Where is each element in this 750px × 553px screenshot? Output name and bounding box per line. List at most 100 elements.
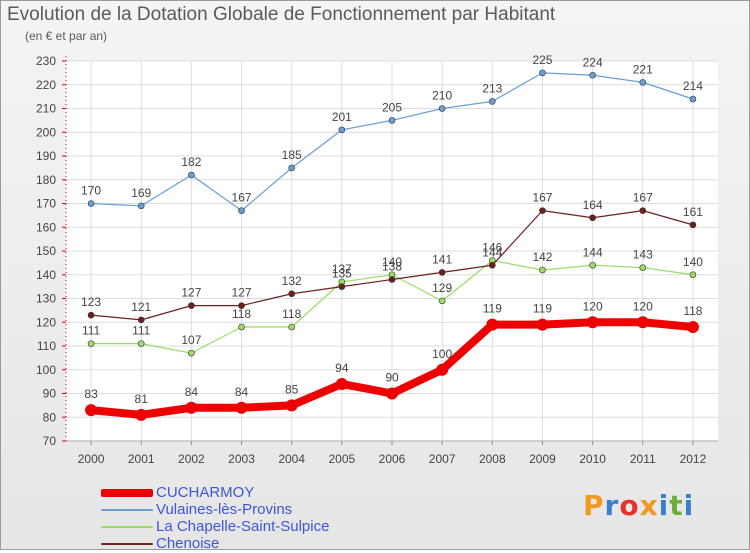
data-point	[388, 276, 396, 283]
data-point	[238, 302, 245, 309]
data-label: 84	[185, 385, 199, 399]
y-tick-label: 220	[36, 78, 56, 92]
data-point	[539, 266, 546, 274]
series-chenoise: 123 121 127 127 132 135 138 141 144 167 164 167 161	[81, 191, 703, 324]
data-point	[589, 71, 596, 79]
data-label: 138	[382, 260, 402, 274]
x-tick-label: 2002	[178, 452, 205, 466]
data-label: 167	[232, 191, 252, 205]
data-label: 119	[533, 302, 552, 316]
data-label: 146	[482, 241, 502, 255]
data-label: 118	[232, 307, 251, 321]
data-label: 141	[432, 252, 452, 266]
data-label: 213	[482, 81, 502, 95]
data-label: 120	[583, 299, 603, 313]
legend-swatch	[101, 543, 153, 545]
legend-swatch	[101, 526, 153, 528]
x-tick-label: 2006	[379, 452, 406, 466]
data-point	[438, 105, 446, 112]
data-label: 221	[633, 62, 653, 76]
data-point	[137, 202, 145, 210]
data-point	[288, 323, 295, 331]
data-label: 127	[232, 286, 252, 300]
logo-letter: P	[583, 489, 605, 522]
data-label: 137	[332, 262, 352, 276]
logo-letter: r	[604, 489, 620, 522]
data-label: 142	[532, 250, 552, 264]
data-point	[438, 297, 446, 305]
data-point	[636, 316, 649, 329]
data-point	[689, 221, 697, 229]
chart-subtitle: (en € et par an)	[25, 29, 108, 43]
data-point	[87, 311, 95, 319]
logo-letter: x	[639, 489, 659, 522]
legend-swatch	[101, 509, 153, 511]
logo-letter: i	[683, 489, 695, 522]
x-tick-label: 2009	[529, 452, 556, 466]
y-tick-label: 140	[36, 268, 56, 282]
x-tick-label: 2005	[328, 452, 355, 466]
data-label: 107	[181, 333, 201, 347]
data-point	[285, 399, 298, 412]
data-label: 111	[132, 324, 151, 338]
chart-title: Evolution de la Dotation Globale de Fonc…	[7, 4, 556, 25]
data-point	[288, 164, 295, 172]
data-label: 111	[82, 324, 101, 338]
y-tick-label: 100	[36, 363, 56, 377]
logo-letter: i	[658, 489, 670, 522]
data-point	[135, 408, 148, 421]
data-point	[586, 316, 599, 329]
data-label: 167	[532, 191, 552, 205]
data-point	[689, 95, 697, 103]
y-tick-label: 80	[43, 410, 57, 424]
data-label: 132	[282, 274, 302, 288]
data-point	[188, 302, 195, 309]
data-label: 144	[583, 245, 603, 259]
legend-label: CUCHARMOY	[156, 484, 255, 501]
data-label: 164	[583, 198, 603, 212]
data-point	[288, 290, 295, 298]
x-tick-label: 2008	[479, 452, 506, 466]
legend-label: Vulaines-lès-Provins	[156, 501, 293, 518]
y-tick-label: 230	[36, 54, 56, 68]
data-label: 167	[633, 191, 653, 205]
data-label: 123	[81, 295, 101, 309]
data-label: 143	[633, 248, 653, 262]
data-label: 144	[482, 245, 502, 259]
logo-letter: o	[619, 489, 640, 522]
data-label: 214	[683, 79, 703, 93]
x-tick-label: 2012	[680, 452, 707, 466]
data-label: 169	[131, 186, 151, 200]
data-label: 121	[131, 300, 151, 314]
data-label: 119	[483, 302, 502, 316]
data-label: 185	[282, 148, 302, 162]
data-point	[639, 79, 647, 86]
data-point	[536, 318, 549, 331]
data-label: 210	[432, 89, 452, 103]
data-label: 94	[335, 361, 349, 375]
data-label: 118	[683, 304, 702, 318]
x-tick-label: 2001	[128, 452, 155, 466]
series-la-chapelle-saint-sulpice: 111 111 107 118 118 137 140 129 146 142 144 143 140	[82, 241, 703, 357]
x-tick-label: 2010	[579, 452, 606, 466]
proxiti-logo: Proxiti	[583, 489, 694, 522]
data-point	[137, 316, 145, 324]
data-point	[689, 271, 697, 279]
data-label: 135	[332, 267, 352, 281]
data-point	[589, 261, 596, 269]
data-point	[539, 207, 546, 214]
y-tick-label: 70	[43, 434, 57, 448]
data-point	[486, 318, 499, 331]
data-point	[639, 264, 647, 271]
y-tick-label: 180	[36, 173, 56, 187]
x-tick-label: 2011	[630, 452, 656, 466]
legend-swatch	[101, 489, 153, 497]
y-tick-label: 170	[36, 197, 56, 211]
data-label: 118	[282, 307, 301, 321]
data-label: 140	[382, 255, 402, 269]
logo-letter: t	[669, 489, 684, 522]
data-point	[388, 117, 396, 124]
data-point	[338, 126, 346, 134]
data-label: 170	[81, 184, 101, 198]
